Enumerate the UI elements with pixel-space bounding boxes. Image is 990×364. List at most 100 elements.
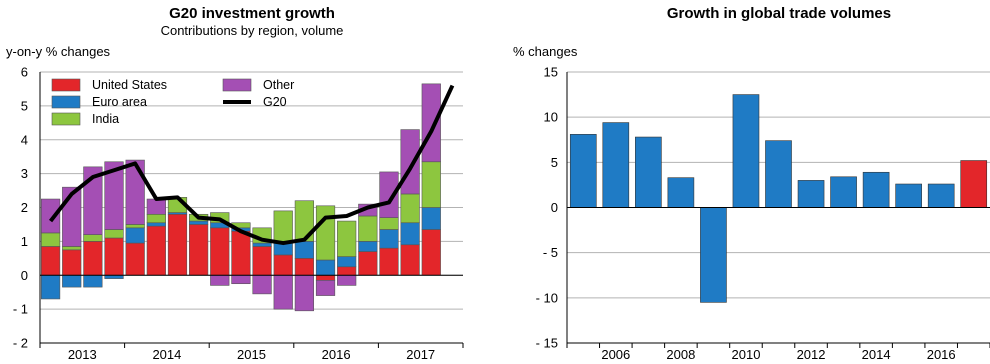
chart1-bar-other (104, 161, 124, 230)
chart1-bar-euro-area (146, 222, 166, 227)
chart1-bar-india (62, 246, 82, 251)
chart1-ytick-label: 3 (21, 166, 28, 181)
chart2-bar-2007 (635, 136, 662, 208)
chart1-bar-india (421, 161, 441, 208)
chart2-xtick-label: 2016 (927, 347, 956, 362)
chart1-bar-united-states (252, 246, 272, 276)
chart1-bar-other (231, 274, 251, 285)
chart1-bar-united-states (273, 254, 293, 276)
chart1-bar-other (315, 280, 336, 296)
chart2-bar-2006 (602, 122, 630, 208)
chart1-legend: United States Euro area India Other G20 (51, 78, 294, 126)
chart2-xtick-label: 2008 (666, 347, 695, 362)
chart2-ylabel: % changes (513, 44, 578, 59)
chart2-xtick-label: 2014 (862, 347, 891, 362)
chart1-bar-united-states (40, 246, 61, 276)
chart1-bar-other (125, 159, 145, 225)
chart1-bar-united-states (210, 227, 230, 276)
chart2-axes: - 15 - 10 - 5 0 5 10 15 2006 2008 2010 2012 2014 201… (536, 65, 990, 362)
chart1-bar-united-states (231, 230, 251, 276)
chart1-title: G20 investment growth (169, 5, 335, 22)
chart1-bar-euro-area (189, 220, 209, 225)
investment-growth-chart: G20 investment growth Contributions by r… (6, 5, 464, 362)
chart1-xtick-label: 2013 (68, 347, 97, 362)
chart2-ytick-label: 5 (551, 155, 558, 170)
chart2-bar-2012 (797, 180, 825, 208)
chart1-bar-india (273, 210, 293, 244)
legend-label: Euro area (92, 95, 147, 109)
chart1-bar-united-states (315, 274, 336, 281)
legend-swatch-other (222, 78, 252, 92)
chart1-bar-euro-area (315, 259, 336, 276)
chart1-bar-india (337, 220, 357, 257)
trade-volumes-chart: Growth in global trade volumes % changes… (513, 5, 990, 362)
chart1-bar-india (146, 213, 166, 224)
chart1-bar-other (379, 171, 399, 218)
legend-label: India (92, 112, 119, 126)
chart1-subtitle: Contributions by region, volume (161, 23, 344, 38)
chart1-axes: - 2 - 1 0 1 2 3 4 5 6 2013 2014 2015 2016 2017 (13, 65, 464, 362)
chart1-bar-united-states (379, 247, 399, 276)
chart1-ytick-label: - 2 (13, 336, 28, 351)
chart1-bar-other (210, 274, 230, 286)
chart1-bar-united-states (337, 266, 357, 276)
chart1-bar-euro-area (40, 274, 61, 300)
chart1-ytick-label: 2 (21, 200, 28, 215)
chart1-bar-other (40, 198, 61, 234)
legend-swatch-india (51, 112, 81, 126)
legend-label: G20 (263, 95, 287, 109)
chart1-bar-india (40, 232, 61, 247)
chart1-ytick-label: 5 (21, 98, 28, 113)
chart1-g20-line (48, 84, 455, 246)
chart1-bar-united-states (62, 249, 82, 276)
chart1-bar-india (379, 217, 399, 230)
chart1-bar-india (315, 205, 336, 261)
chart1-bar-euro-area (379, 229, 399, 249)
chart1-bar-india (104, 229, 124, 239)
chart1-ytick-label: 1 (21, 234, 28, 249)
chart1-bar-euro-area (294, 241, 314, 259)
chart1-bar-other (337, 274, 357, 286)
chart2-bar-2016 (927, 183, 955, 208)
chart2-bar-2015 (895, 183, 922, 208)
chart2-ytick-label: - 5 (543, 245, 558, 260)
chart1-bar-india (83, 234, 103, 242)
chart1-ylabel: y-on-y % changes (6, 44, 111, 59)
chart1-ytick-label: 6 (21, 65, 28, 80)
chart2-bars (569, 94, 988, 303)
chart1-ytick-label: 0 (21, 268, 28, 283)
chart1-bar-other (252, 274, 272, 295)
chart2-xtick-label: 2012 (797, 347, 826, 362)
legend-label: United States (92, 78, 167, 92)
chart2-ytick-label: 10 (544, 110, 558, 125)
chart2-ytick-label: - 15 (536, 336, 558, 351)
chart1-bar-united-states (421, 229, 441, 276)
chart1-bar-india (358, 215, 378, 242)
chart2-xtick-label: 2006 (601, 347, 630, 362)
chart1-xtick-label: 2014 (152, 347, 181, 362)
chart1-bar-euro-area (337, 256, 357, 268)
chart1-bar-other (400, 129, 420, 195)
chart2-bar-2017 (960, 160, 988, 208)
chart1-bar-united-states (125, 242, 145, 276)
chart1-bar-other (83, 166, 103, 235)
chart2-ytick-label: 0 (551, 200, 558, 215)
chart1-bar-other (294, 274, 314, 312)
chart1-bar-other (146, 198, 166, 215)
chart1-ytick-label: 4 (21, 132, 28, 147)
chart1-bar-euro-area (252, 242, 272, 247)
chart1-bar-india (400, 193, 420, 224)
legend-label: Other (263, 78, 294, 92)
chart2-xtick-label: 2010 (732, 347, 761, 362)
chart1-bar-united-states (400, 244, 420, 276)
chart2-ytick-label: 15 (544, 65, 558, 80)
chart1-bar-other (273, 274, 293, 310)
chart1-xtick-label: 2016 (322, 347, 351, 362)
chart2-bar-2005 (569, 134, 597, 208)
chart1-bar-euro-area (421, 207, 441, 230)
chart2-bar-2014 (862, 171, 890, 208)
chart1-bar-united-states (83, 241, 103, 276)
chart1-bar-united-states (146, 225, 166, 276)
legend-swatch-euro-area (51, 95, 81, 109)
